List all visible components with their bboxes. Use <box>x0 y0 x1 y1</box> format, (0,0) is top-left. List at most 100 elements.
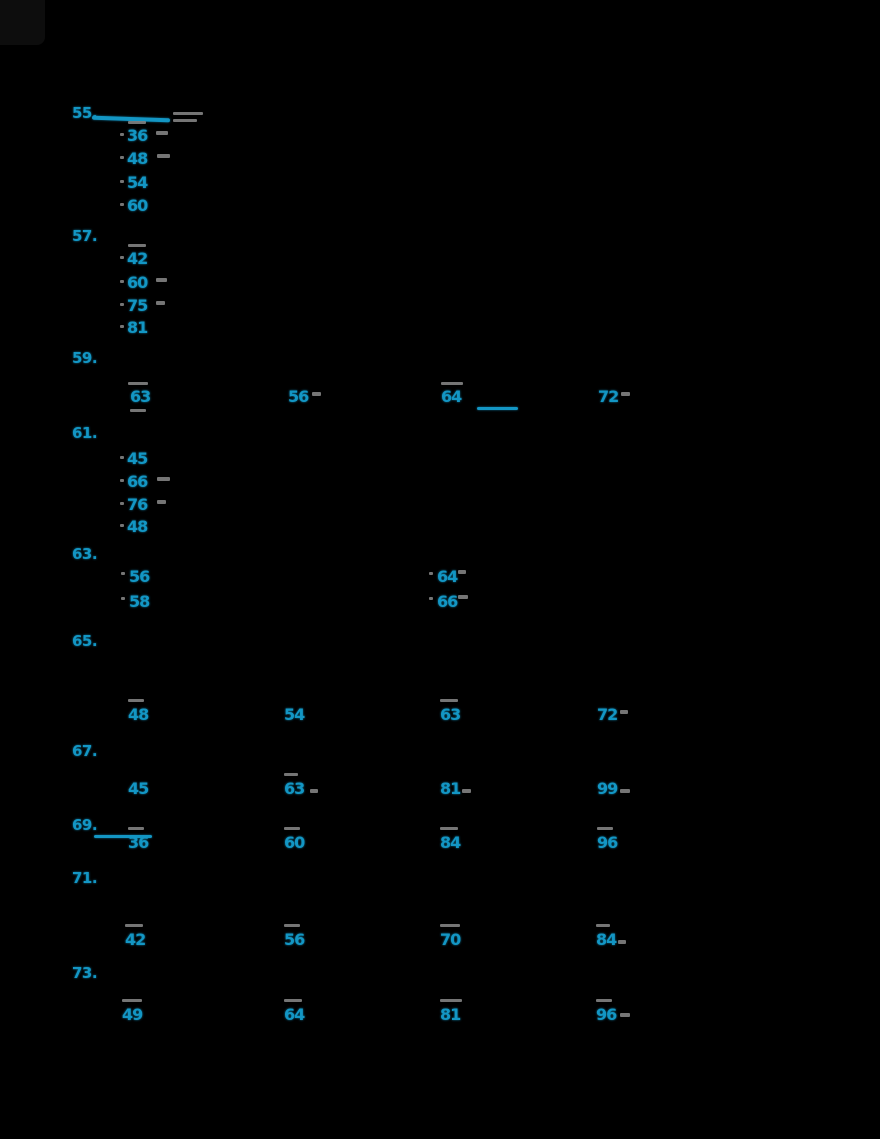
answer-value: 81 <box>440 779 461 798</box>
text-artifact <box>284 773 298 776</box>
answer-value: 64 <box>284 1005 305 1024</box>
text-artifact <box>121 597 125 600</box>
answer-value: 75 <box>127 296 148 315</box>
text-artifact <box>120 479 124 482</box>
answer-value: 66 <box>127 472 148 491</box>
answer-value: 66 <box>437 592 458 611</box>
text-artifact <box>157 154 170 158</box>
problem-number: 71. <box>72 869 98 887</box>
text-artifact <box>429 572 433 575</box>
answer-value: 56 <box>288 387 309 406</box>
answer-value: 58 <box>129 592 150 611</box>
text-artifact <box>284 999 302 1002</box>
text-artifact <box>284 827 300 830</box>
text-artifact <box>312 392 321 396</box>
answer-value: 54 <box>284 705 305 724</box>
answer-value: 84 <box>596 930 617 949</box>
text-artifact <box>120 280 124 283</box>
answer-value: 84 <box>440 833 461 852</box>
text-artifact <box>120 156 124 159</box>
answer-value: 49 <box>122 1005 143 1024</box>
problem-number: 57. <box>72 227 98 245</box>
text-artifact <box>440 827 458 830</box>
text-artifact <box>440 699 458 702</box>
text-artifact <box>157 500 166 504</box>
text-artifact <box>130 409 146 412</box>
text-artifact <box>429 597 433 600</box>
text-artifact <box>620 1013 630 1017</box>
answer-value: 60 <box>284 833 305 852</box>
problem-number: 59. <box>72 349 98 367</box>
problem-number: 73. <box>72 964 98 982</box>
text-artifact <box>120 524 124 527</box>
text-artifact <box>156 131 168 135</box>
answer-value: 96 <box>597 833 618 852</box>
text-artifact <box>462 789 471 793</box>
answer-value: 60 <box>127 196 148 215</box>
text-artifact <box>284 924 300 927</box>
text-artifact <box>128 827 144 830</box>
problem-number: 63. <box>72 545 98 563</box>
answer-underline <box>477 407 518 410</box>
answer-value: 96 <box>596 1005 617 1024</box>
text-artifact <box>128 121 146 124</box>
problem-number: 67. <box>72 742 98 760</box>
text-artifact <box>621 392 630 396</box>
answer-value: 36 <box>127 126 148 145</box>
answer-underline <box>94 835 152 838</box>
text-artifact <box>458 570 466 574</box>
answer-value: 48 <box>127 149 148 168</box>
text-artifact <box>128 382 148 385</box>
text-artifact <box>596 924 610 927</box>
answer-value: 99 <box>597 779 618 798</box>
answer-value: 45 <box>128 779 149 798</box>
problem-number: 61. <box>72 424 98 442</box>
text-artifact <box>620 789 630 793</box>
text-artifact <box>156 301 165 305</box>
text-artifact <box>440 999 462 1002</box>
text-artifact <box>458 595 468 599</box>
problem-number: 69. <box>72 816 98 834</box>
answer-value: 48 <box>128 705 149 724</box>
text-artifact <box>173 119 197 122</box>
answer-value: 56 <box>129 567 150 586</box>
text-artifact <box>156 278 167 282</box>
answer-value: 56 <box>284 930 305 949</box>
answer-value: 76 <box>127 495 148 514</box>
problem-number: 65. <box>72 632 98 650</box>
answer-value: 70 <box>440 930 461 949</box>
text-artifact <box>120 180 124 183</box>
answer-value: 60 <box>127 273 148 292</box>
text-artifact <box>120 303 124 306</box>
answer-value: 45 <box>127 449 148 468</box>
answer-value: 64 <box>441 387 462 406</box>
text-artifact <box>157 477 170 481</box>
text-artifact <box>120 325 124 328</box>
answer-value: 42 <box>127 249 148 268</box>
text-artifact <box>128 699 144 702</box>
text-artifact <box>441 382 463 385</box>
problem-number: 55. <box>72 104 98 122</box>
text-artifact <box>440 924 460 927</box>
answer-value: 81 <box>127 318 148 337</box>
text-artifact <box>125 924 143 927</box>
text-artifact <box>128 244 146 247</box>
text-artifact <box>120 256 124 259</box>
answer-value: 42 <box>125 930 146 949</box>
answer-value: 63 <box>284 779 305 798</box>
answer-value: 72 <box>597 705 618 724</box>
answer-value: 64 <box>437 567 458 586</box>
text-artifact <box>120 456 124 459</box>
text-artifact <box>173 112 203 115</box>
answer-value: 63 <box>440 705 461 724</box>
answer-value: 72 <box>598 387 619 406</box>
text-artifact <box>121 572 125 575</box>
answer-value: 54 <box>127 173 148 192</box>
text-artifact <box>122 999 142 1002</box>
text-artifact <box>620 710 628 714</box>
text-artifact <box>596 999 612 1002</box>
text-artifact <box>120 203 124 206</box>
text-artifact <box>120 502 124 505</box>
answer-value: 81 <box>440 1005 461 1024</box>
